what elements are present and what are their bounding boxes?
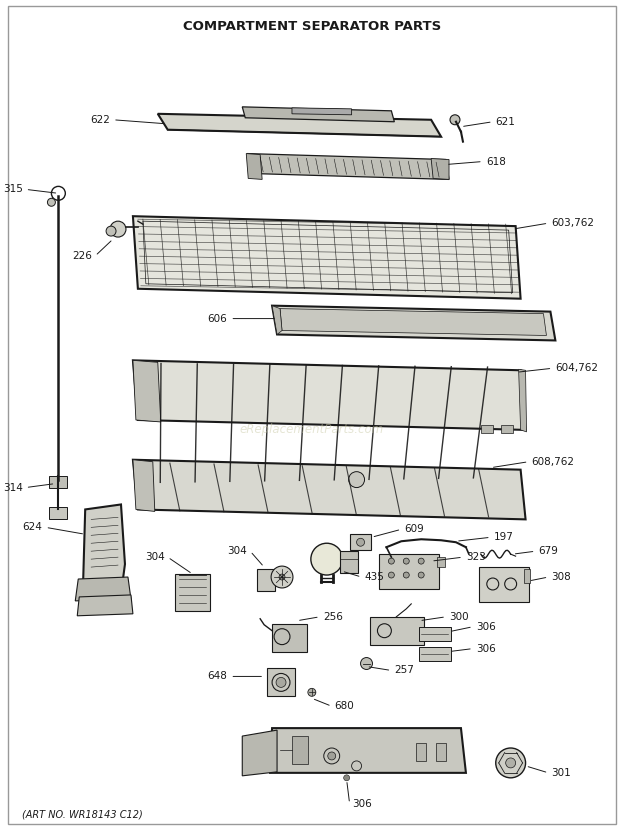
Circle shape [388, 558, 394, 564]
Circle shape [403, 572, 409, 578]
Text: 609: 609 [404, 525, 424, 535]
Text: 301: 301 [551, 768, 571, 778]
Text: (ART NO. WR18143 C12): (ART NO. WR18143 C12) [22, 809, 143, 820]
Text: 308: 308 [551, 572, 571, 582]
Text: 608,762: 608,762 [531, 457, 575, 466]
Text: 680: 680 [335, 701, 355, 711]
Polygon shape [175, 574, 210, 611]
Polygon shape [272, 305, 282, 334]
Polygon shape [133, 460, 155, 511]
Text: 621: 621 [496, 117, 516, 127]
Text: 256: 256 [323, 612, 343, 622]
Text: 604,762: 604,762 [556, 364, 598, 374]
Circle shape [328, 752, 335, 760]
Circle shape [496, 748, 526, 778]
Bar [267, 668, 295, 696]
Circle shape [110, 221, 126, 237]
Text: 622: 622 [90, 115, 110, 124]
Text: 435: 435 [365, 572, 384, 582]
Text: 315: 315 [2, 184, 22, 194]
Circle shape [418, 558, 424, 564]
Text: 648: 648 [208, 671, 228, 681]
Text: 300: 300 [449, 612, 469, 622]
Text: eReplacementParts.com: eReplacementParts.com [240, 423, 384, 437]
Circle shape [403, 558, 409, 564]
Circle shape [361, 657, 373, 670]
Polygon shape [133, 360, 526, 430]
Polygon shape [272, 305, 556, 340]
Bar [437, 557, 445, 567]
Polygon shape [242, 107, 394, 122]
Bar [523, 569, 529, 583]
Circle shape [348, 471, 365, 487]
Text: 304: 304 [228, 546, 247, 556]
Circle shape [388, 572, 394, 578]
Polygon shape [280, 309, 546, 335]
Bar [50, 507, 68, 520]
Polygon shape [246, 154, 262, 179]
Bar [292, 736, 308, 764]
Circle shape [450, 115, 460, 124]
Text: 606: 606 [208, 314, 228, 324]
Polygon shape [133, 460, 526, 520]
Text: 603,762: 603,762 [551, 218, 595, 228]
Text: 624: 624 [22, 522, 42, 532]
Polygon shape [157, 114, 441, 137]
Text: 197: 197 [494, 532, 513, 542]
Circle shape [271, 566, 293, 588]
Bar [481, 425, 493, 433]
Polygon shape [75, 577, 131, 601]
Polygon shape [431, 159, 449, 179]
Bar [370, 617, 424, 645]
Circle shape [506, 758, 516, 768]
FancyBboxPatch shape [379, 554, 439, 589]
Circle shape [276, 677, 286, 687]
Text: 618: 618 [486, 157, 506, 167]
Bar [436, 743, 446, 761]
Text: COMPARTMENT SEPARATOR PARTS: COMPARTMENT SEPARATOR PARTS [183, 21, 441, 33]
Bar [350, 535, 371, 550]
Bar [479, 567, 528, 602]
Text: 679: 679 [539, 546, 559, 556]
Text: 226: 226 [73, 251, 92, 261]
Polygon shape [133, 216, 521, 299]
Text: 323: 323 [466, 552, 486, 562]
Bar [416, 743, 426, 761]
Polygon shape [242, 730, 277, 776]
Circle shape [308, 688, 316, 696]
Text: 314: 314 [2, 482, 22, 492]
Text: 306: 306 [476, 622, 495, 632]
Text: 257: 257 [394, 666, 414, 676]
Polygon shape [247, 154, 449, 179]
Bar [272, 624, 307, 652]
Polygon shape [78, 595, 133, 616]
Polygon shape [518, 369, 526, 432]
Text: 306: 306 [353, 798, 373, 808]
Text: 304: 304 [145, 552, 165, 562]
Circle shape [418, 572, 424, 578]
Bar [257, 569, 275, 591]
Bar [340, 551, 358, 573]
Polygon shape [83, 505, 125, 591]
Text: 306: 306 [476, 643, 495, 653]
Bar [501, 425, 513, 433]
Polygon shape [133, 360, 161, 422]
Circle shape [356, 539, 365, 546]
Circle shape [279, 574, 285, 580]
Bar [50, 476, 68, 487]
Circle shape [106, 226, 116, 236]
Bar [419, 627, 451, 641]
Circle shape [311, 543, 343, 575]
Polygon shape [292, 108, 352, 115]
Circle shape [343, 775, 350, 781]
Circle shape [48, 198, 55, 206]
Polygon shape [270, 728, 466, 773]
Bar [419, 647, 451, 661]
